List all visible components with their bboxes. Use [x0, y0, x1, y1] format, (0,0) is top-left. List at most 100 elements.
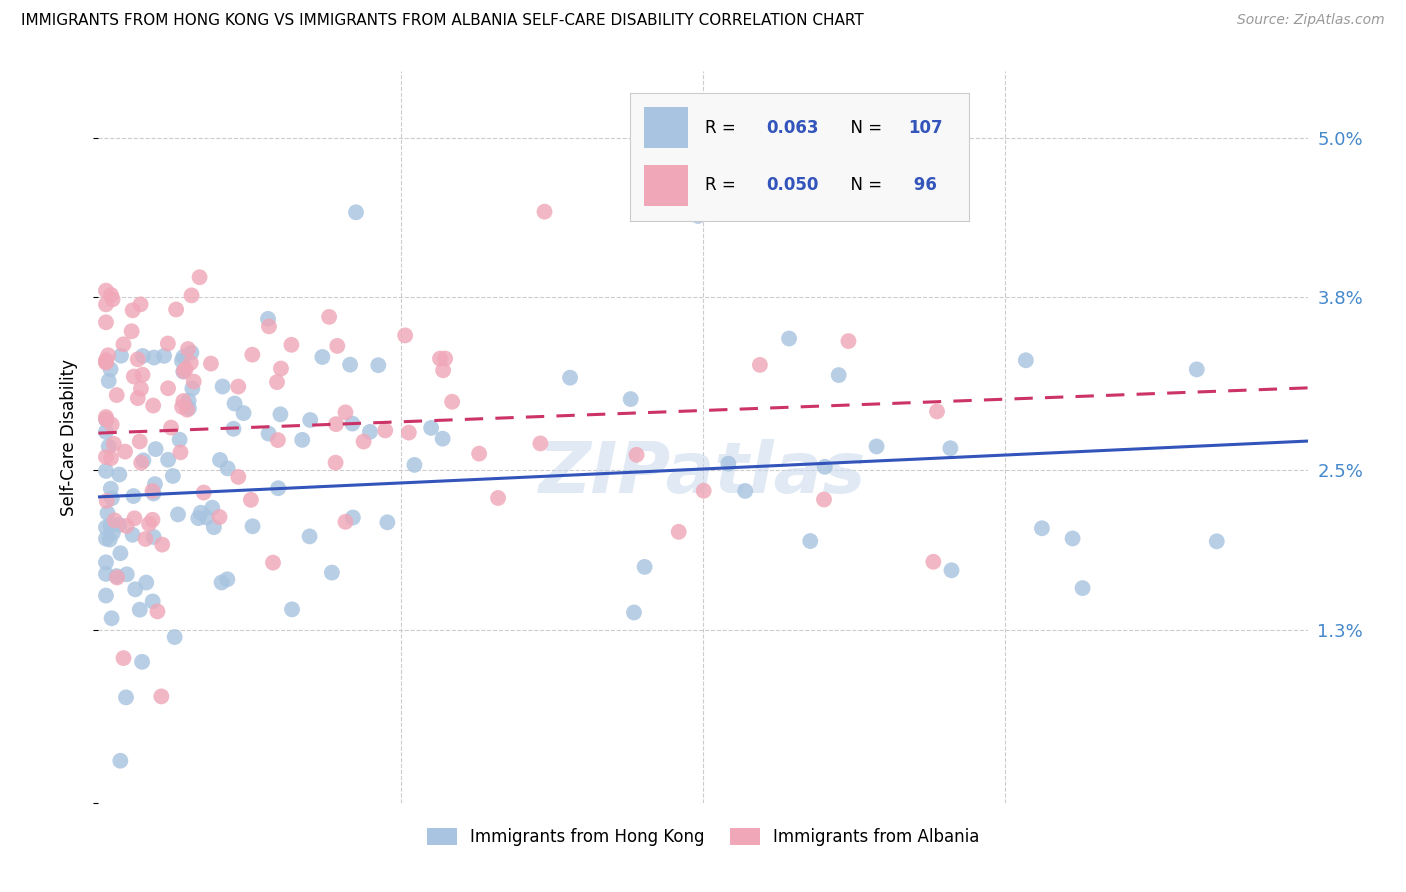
- Legend: Immigrants from Hong Kong, Immigrants from Albania: Immigrants from Hong Kong, Immigrants fr…: [427, 828, 979, 846]
- Text: Source: ZipAtlas.com: Source: ZipAtlas.com: [1237, 13, 1385, 28]
- Point: [173, 364, 195, 378]
- Point: [208, 453, 231, 467]
- Point: [94, 284, 117, 298]
- Point: [115, 567, 138, 582]
- Point: [172, 365, 194, 379]
- Point: [686, 209, 709, 223]
- Point: [143, 477, 166, 491]
- Point: [344, 205, 367, 219]
- Point: [180, 288, 202, 302]
- Point: [169, 433, 191, 447]
- Point: [813, 492, 835, 507]
- Point: [201, 500, 224, 515]
- Point: [94, 520, 117, 534]
- Point: [108, 517, 131, 532]
- Point: [112, 337, 135, 351]
- Point: [105, 569, 128, 583]
- Point: [94, 532, 117, 546]
- Point: [240, 348, 263, 362]
- Point: [174, 362, 197, 376]
- Point: [177, 342, 200, 356]
- Point: [128, 603, 150, 617]
- Point: [1205, 534, 1227, 549]
- Point: [377, 516, 399, 530]
- Point: [620, 392, 643, 406]
- Point: [105, 570, 128, 584]
- Point: [335, 515, 357, 529]
- Point: [633, 560, 655, 574]
- Point: [939, 441, 962, 455]
- Point: [441, 394, 464, 409]
- Point: [128, 434, 150, 449]
- Point: [110, 754, 132, 768]
- Point: [200, 357, 222, 371]
- Point: [270, 361, 292, 376]
- Point: [142, 530, 165, 544]
- Point: [94, 450, 117, 464]
- Point: [432, 363, 454, 377]
- Point: [188, 270, 211, 285]
- Point: [129, 297, 152, 311]
- Point: [267, 433, 290, 447]
- Point: [94, 555, 117, 569]
- Point: [100, 417, 122, 432]
- Point: [132, 453, 155, 467]
- Point: [267, 481, 290, 495]
- Point: [398, 425, 420, 440]
- Point: [626, 448, 648, 462]
- Point: [110, 349, 132, 363]
- Point: [157, 452, 180, 467]
- Point: [193, 485, 215, 500]
- Point: [96, 413, 118, 427]
- Point: [202, 520, 225, 534]
- Point: [142, 486, 165, 500]
- Point: [342, 510, 364, 524]
- Point: [239, 492, 262, 507]
- Point: [108, 467, 131, 482]
- Point: [150, 538, 173, 552]
- Point: [257, 311, 280, 326]
- Point: [837, 334, 859, 348]
- Point: [141, 513, 163, 527]
- Point: [668, 524, 690, 539]
- Point: [623, 606, 645, 620]
- Point: [176, 402, 198, 417]
- Point: [529, 436, 551, 450]
- Point: [280, 338, 302, 352]
- Point: [1071, 581, 1094, 595]
- Point: [180, 345, 202, 359]
- Point: [124, 511, 146, 525]
- Point: [359, 425, 381, 439]
- Point: [374, 424, 396, 438]
- Point: [299, 413, 322, 427]
- Point: [335, 405, 357, 419]
- Point: [778, 331, 800, 345]
- Point: [163, 630, 186, 644]
- Point: [121, 324, 143, 338]
- Point: [183, 375, 205, 389]
- Point: [94, 566, 117, 581]
- Point: [748, 358, 770, 372]
- Point: [100, 451, 122, 466]
- Text: ZIPatlas: ZIPatlas: [540, 439, 866, 508]
- Point: [100, 362, 122, 376]
- Point: [211, 379, 233, 393]
- Point: [127, 391, 149, 405]
- Point: [160, 420, 183, 434]
- Point: [142, 594, 165, 608]
- Point: [129, 456, 152, 470]
- Point: [208, 510, 231, 524]
- Point: [100, 518, 122, 533]
- Point: [100, 482, 122, 496]
- Point: [321, 566, 343, 580]
- Point: [101, 491, 124, 505]
- Point: [533, 204, 555, 219]
- Point: [129, 382, 152, 396]
- Point: [94, 353, 117, 368]
- Point: [1031, 521, 1053, 535]
- Point: [94, 356, 117, 370]
- Point: [187, 511, 209, 525]
- Point: [127, 352, 149, 367]
- Point: [145, 442, 167, 456]
- Point: [134, 532, 156, 546]
